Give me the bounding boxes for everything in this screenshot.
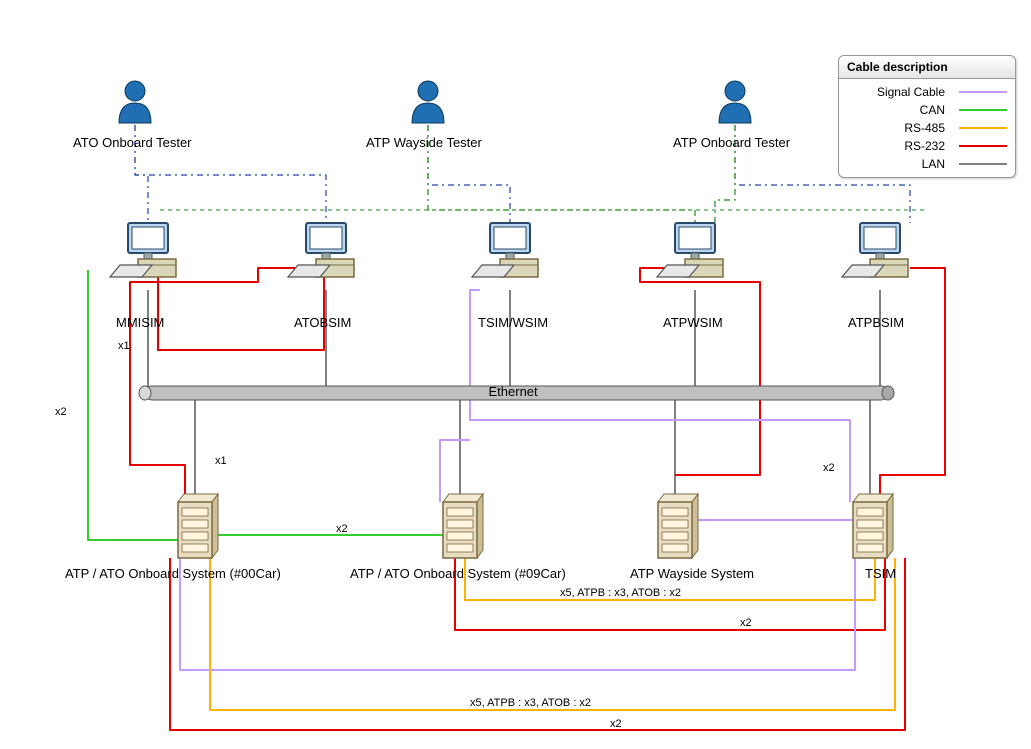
legend-item: RS-485 (847, 119, 1007, 137)
server-label: ATP / ATO Onboard System (#00Car) (65, 566, 281, 581)
legend-item: CAN (847, 101, 1007, 119)
legend-item-name: Signal Cable (847, 85, 951, 99)
legend-item-name: LAN (847, 157, 951, 171)
tester-label: ATP Wayside Tester (366, 135, 482, 150)
computer-label: ATPBSIM (848, 315, 904, 330)
legend-item-name: CAN (847, 103, 951, 117)
computer-label: ATOBSIM (294, 315, 351, 330)
legend-item-swatch (959, 109, 1007, 111)
legend-item-swatch (959, 127, 1007, 129)
legend-box: Cable description Signal Cable CAN RS-485 R… (838, 55, 1016, 178)
computer-label: MMISIM (116, 315, 164, 330)
legend-item: Signal Cable (847, 83, 1007, 101)
computer-label: TSIM/WSIM (478, 315, 548, 330)
legend-item-name: RS-232 (847, 139, 951, 153)
legend-body: Signal Cable CAN RS-485 RS-232 LAN (839, 79, 1015, 177)
legend-title: Cable description (839, 56, 1015, 79)
server-label: ATP Wayside System (630, 566, 754, 581)
tester-label: ATO Onboard Tester (73, 135, 192, 150)
legend-item-swatch (959, 145, 1007, 147)
legend-item-swatch (959, 163, 1007, 165)
legend-item: LAN (847, 155, 1007, 173)
legend-item: RS-232 (847, 137, 1007, 155)
server-label: ATP / ATO Onboard System (#09Car) (350, 566, 566, 581)
legend-item-swatch (959, 91, 1007, 93)
legend-item-name: RS-485 (847, 121, 951, 135)
ethernet-label: Ethernet (489, 384, 538, 399)
tester-label: ATP Onboard Tester (673, 135, 790, 150)
computer-label: ATPWSIM (663, 315, 723, 330)
server-label: TSIM (865, 566, 896, 581)
